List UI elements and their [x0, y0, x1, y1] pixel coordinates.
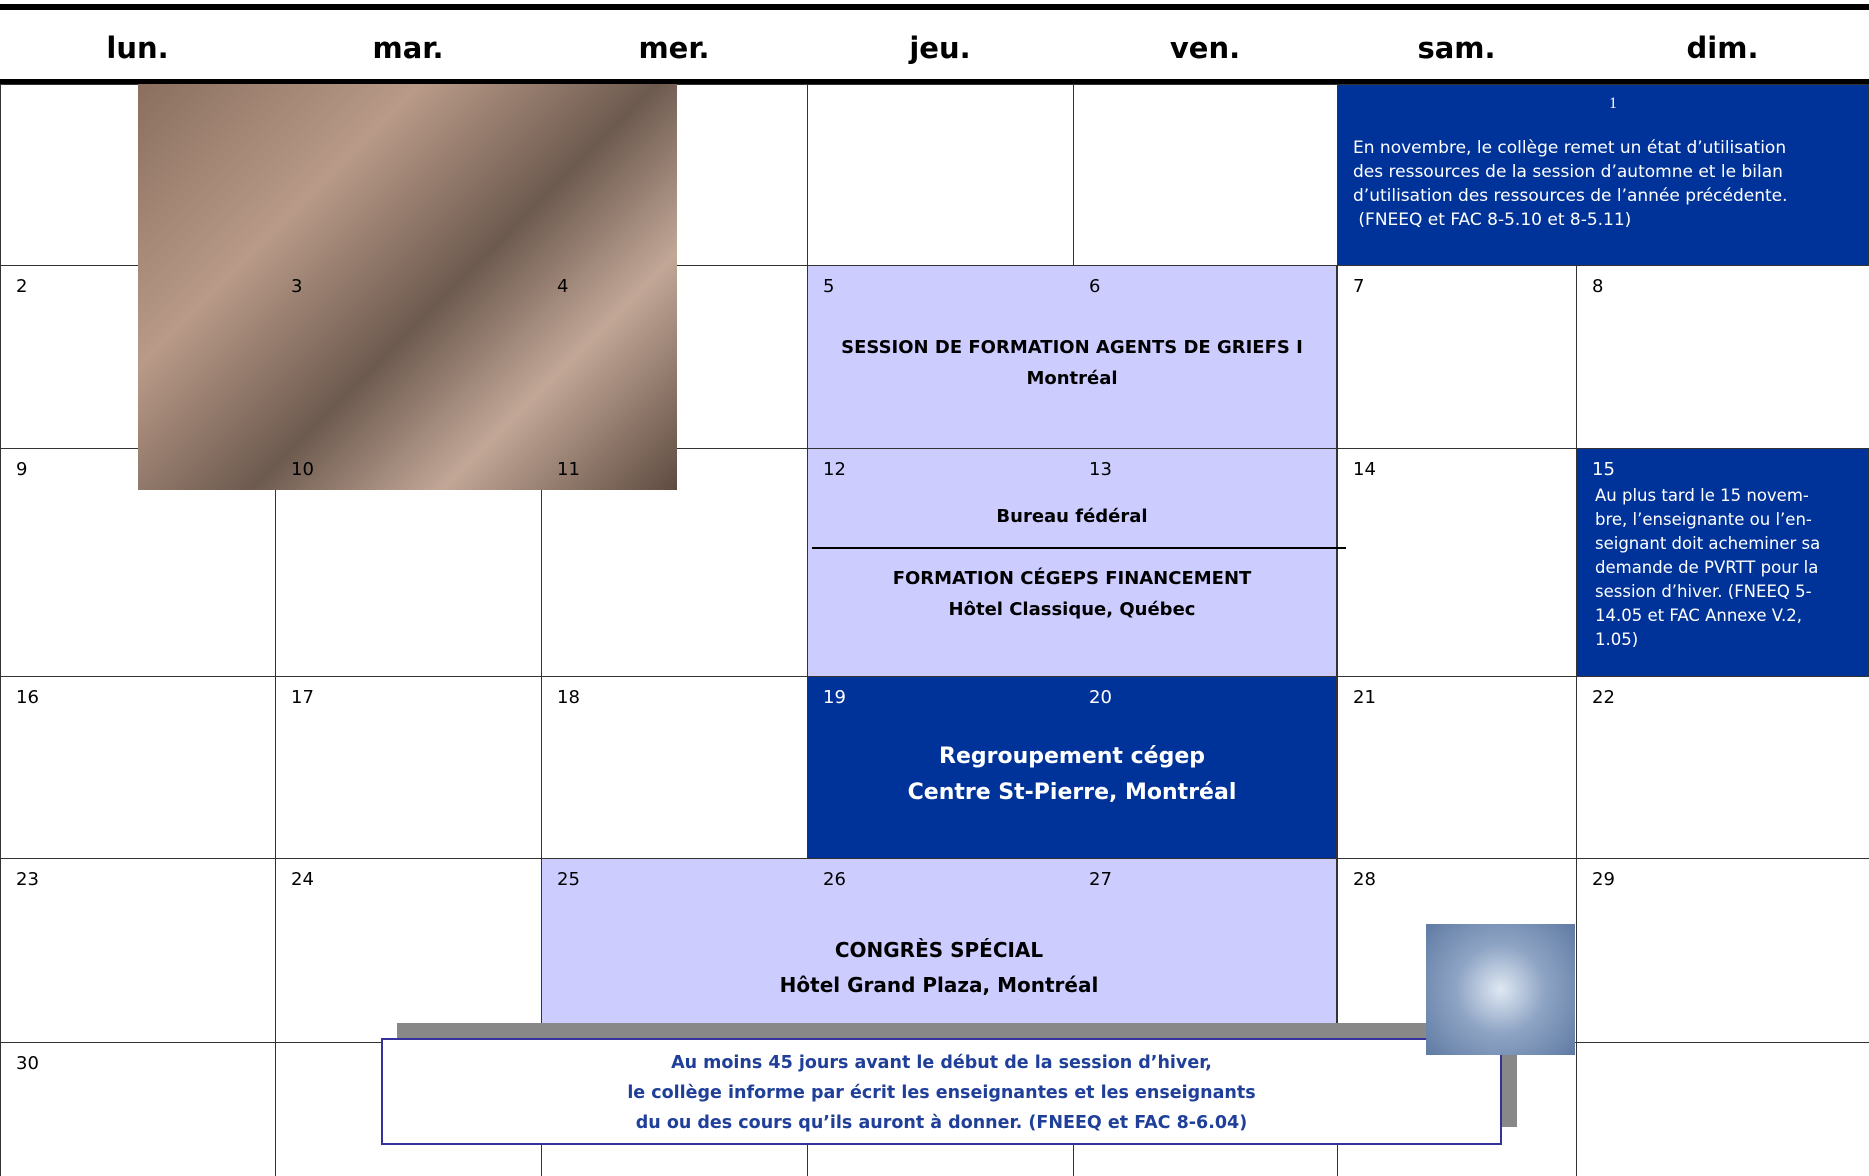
text-line: SESSION DE FORMATION AGENTS DE GRIEFS I — [841, 337, 1303, 358]
day-number: 3 — [291, 276, 303, 297]
header-rule — [0, 79, 1869, 84]
event-nov1: En novembre, le collège remet un état d’… — [1337, 84, 1869, 266]
day-number: 23 — [16, 869, 39, 890]
separator — [812, 547, 1346, 549]
day-number: 6 — [1089, 276, 1101, 297]
event-congres: CONGRÈS SPÉCIAL Hôtel Grand Plaza, Montré… — [541, 858, 1337, 1043]
day-number: 14 — [1353, 459, 1376, 480]
day-cell — [275, 858, 542, 1043]
day-number: 21 — [1353, 687, 1376, 708]
day-cell — [1073, 84, 1338, 266]
event-regroupement: Regroupement cégep Centre St-Pierre, Mont… — [807, 676, 1337, 859]
weekday: lun. — [106, 31, 169, 65]
callout-text: Au moins 45 jours avant le début de la s… — [383, 1048, 1500, 1138]
text-line: du ou des cours qu’ils auront à donner. … — [635, 1113, 1248, 1133]
leaf-photo — [138, 84, 677, 490]
text-line: Hôtel Grand Plaza, Montréal — [779, 973, 1099, 997]
day-number: 19 — [823, 687, 846, 708]
day-number: 5 — [823, 276, 835, 297]
snowflake-photo — [1426, 924, 1575, 1055]
text-line: Au moins 45 jours avant le début de la s… — [671, 1053, 1212, 1073]
text-line: Au plus tard le 15 novem- — [1595, 486, 1809, 505]
day-number: 18 — [557, 687, 580, 708]
top-rule — [0, 4, 1869, 10]
day-number: 15 — [1592, 459, 1615, 480]
day-cell — [541, 676, 808, 859]
text-line: (FNEEQ et FAC 8-5.10 et 8-5.11) — [1353, 210, 1632, 230]
text-line: le collège informe par écrit les enseign… — [627, 1083, 1256, 1103]
event-text: FORMATION CÉGEPS FINANCEMENT Hôtel Classi… — [808, 563, 1336, 625]
text-line: session d’hiver. (FNEEQ 5- — [1595, 582, 1812, 601]
event-text: CONGRÈS SPÉCIAL Hôtel Grand Plaza, Montré… — [542, 933, 1336, 1003]
day-cell — [275, 676, 542, 859]
day-number: 10 — [291, 459, 314, 480]
day-number: 26 — [823, 869, 846, 890]
text-line: Centre St-Pierre, Montréal — [907, 780, 1237, 805]
weekday: dim. — [1686, 31, 1759, 65]
text-line: 14.05 et FAC Annexe V.2, — [1595, 606, 1802, 625]
day-cell — [0, 858, 276, 1043]
event-griefs: SESSION DE FORMATION AGENTS DE GRIEFS I M… — [807, 265, 1337, 449]
day-cell — [1337, 448, 1577, 677]
note-text: En novembre, le collège remet un état d’… — [1353, 136, 1788, 232]
day-cell — [807, 84, 1074, 266]
event-block: Bureau fédéral FORMATION CÉGEPS FINANCEM… — [807, 448, 1346, 677]
day-number: 16 — [16, 687, 39, 708]
day-cell — [0, 676, 276, 859]
day-number: 2 — [16, 276, 28, 297]
text-line: seignant doit acheminer sa — [1595, 534, 1821, 553]
text-line: FORMATION CÉGEPS FINANCEMENT — [892, 568, 1252, 589]
event-text: SESSION DE FORMATION AGENTS DE GRIEFS I M… — [808, 332, 1336, 394]
day-cell — [1576, 676, 1869, 859]
event-nov15: Au plus tard le 15 novem-bre, l’enseigna… — [1576, 448, 1869, 677]
text-line: demande de PVRTT pour la — [1595, 558, 1819, 577]
text-line: des ressources de la session d’automne e… — [1353, 162, 1783, 182]
day-number: 22 — [1592, 687, 1615, 708]
weekday: mer. — [638, 31, 710, 65]
text-line: Regroupement cégep — [939, 744, 1205, 769]
day-number: 24 — [291, 869, 314, 890]
day-cell — [1576, 265, 1869, 449]
day-cell — [1576, 1042, 1869, 1176]
day-number: 11 — [557, 459, 580, 480]
day-cell — [1337, 265, 1577, 449]
day-number: 17 — [291, 687, 314, 708]
text-line: d’utilisation des ressources de l’année … — [1353, 186, 1788, 206]
text-line: Bureau fédéral — [996, 506, 1148, 527]
event-text: Regroupement cégep Centre St-Pierre, Mont… — [808, 739, 1336, 811]
day-number: 9 — [16, 459, 28, 480]
day-cell — [0, 1042, 276, 1176]
day-cell — [1576, 858, 1869, 1043]
text-line: CONGRÈS SPÉCIAL — [834, 938, 1044, 962]
text-line: 1.05) — [1595, 630, 1639, 649]
day-number: 4 — [557, 276, 569, 297]
day-number: 7 — [1353, 276, 1365, 297]
text-line: Hôtel Classique, Québec — [948, 599, 1196, 620]
text-line: En novembre, le collège remet un état d’… — [1353, 138, 1787, 158]
weekday: mar. — [372, 31, 444, 65]
weekday: ven. — [1169, 31, 1241, 65]
text-line: Montréal — [1026, 368, 1118, 389]
day-number: 25 — [557, 869, 580, 890]
day-number: 13 — [1089, 459, 1112, 480]
event-text: Bureau fédéral — [808, 501, 1336, 532]
day-number: 29 — [1592, 869, 1615, 890]
text-line: bre, l’enseignante ou l’en- — [1595, 510, 1812, 529]
day-number: 8 — [1592, 276, 1604, 297]
day-number: 20 — [1089, 687, 1112, 708]
weekday: sam. — [1417, 31, 1496, 65]
callout: Au moins 45 jours avant le début de la s… — [381, 1038, 1502, 1145]
day-number: 30 — [16, 1053, 39, 1074]
day-number: 12 — [823, 459, 846, 480]
day-number: 1 — [1609, 95, 1617, 112]
note-text: Au plus tard le 15 novem-bre, l’enseigna… — [1595, 484, 1820, 652]
weekday: jeu. — [909, 31, 971, 65]
day-number: 27 — [1089, 869, 1112, 890]
day-number: 28 — [1353, 869, 1376, 890]
